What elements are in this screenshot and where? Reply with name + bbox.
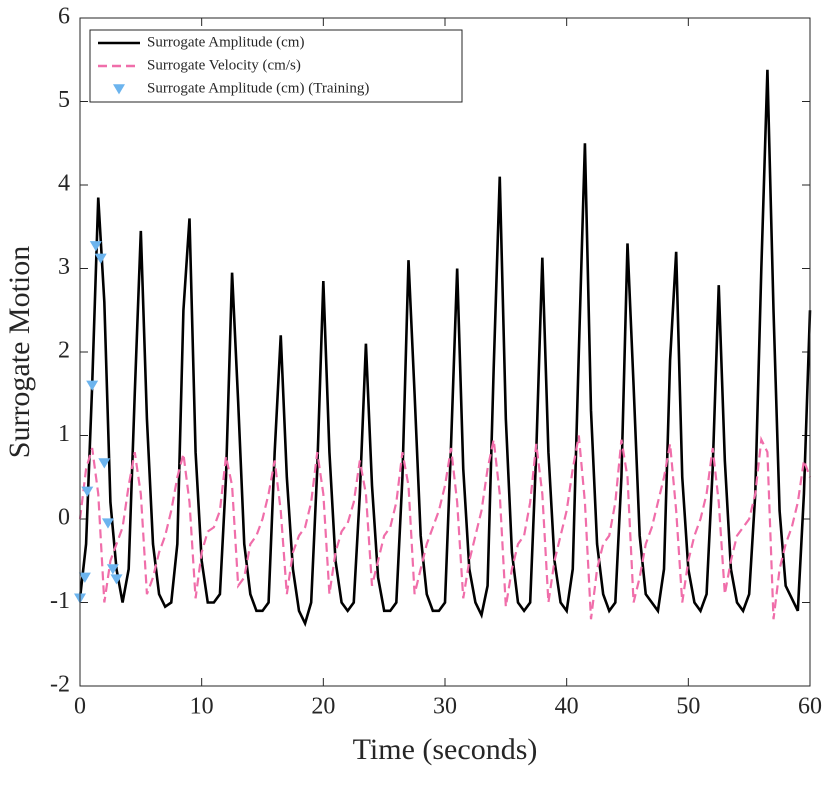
legend-label: Surrogate Velocity (cm/s): [147, 57, 301, 73]
training-marker: [86, 380, 99, 391]
y-tick-label: 0: [58, 505, 70, 531]
training-marker: [98, 458, 111, 469]
training-marker: [81, 486, 94, 497]
y-tick-label: 5: [58, 87, 70, 113]
y-tick-label: 4: [58, 171, 70, 197]
x-tick-label: 0: [74, 694, 86, 720]
x-tick-label: 20: [311, 694, 335, 720]
y-tick-label: 1: [58, 421, 70, 447]
x-tick-label: 50: [676, 694, 700, 720]
y-tick-label: 6: [58, 4, 70, 30]
series-line: [78, 69, 812, 627]
y-tick-label: -1: [50, 588, 70, 614]
training-marker: [110, 574, 123, 585]
legend-box: [89, 29, 463, 103]
training-marker: [106, 564, 119, 575]
legend-label: Surrogate Amplitude (cm): [147, 34, 304, 50]
training-marker: [94, 253, 107, 264]
training-marker: [101, 518, 114, 529]
y-tick-label: 2: [58, 338, 70, 364]
x-tick-label: 10: [190, 694, 214, 720]
legend-label: Surrogate Amplitude (cm) (Training): [147, 80, 369, 96]
x-tick-label: 60: [798, 694, 822, 720]
x-tick-label: 40: [555, 694, 579, 720]
training-marker: [78, 572, 91, 583]
x-axis-label: Time (seconds): [353, 733, 538, 766]
legend-marker: [113, 84, 125, 95]
y-axis-label: Surrogate Motion: [3, 246, 36, 458]
training-marker: [89, 241, 102, 252]
series-line: [78, 435, 812, 620]
x-tick-label: 30: [433, 694, 457, 720]
plot-frame: [79, 17, 811, 687]
y-tick-label: 3: [58, 254, 70, 280]
legend: Surrogate Amplitude (cm) Surrogate Veloci…: [89, 29, 463, 103]
y-tick-label: -2: [50, 672, 70, 698]
